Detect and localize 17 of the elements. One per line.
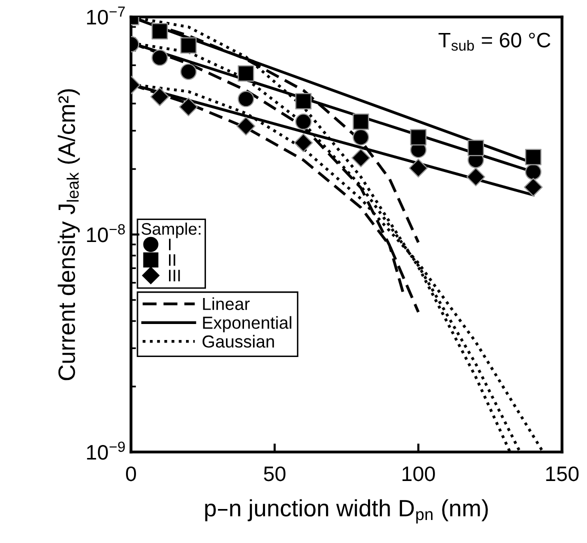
x-tick-label: 0 [126, 466, 136, 482]
legend-label: Exponential [203, 316, 292, 332]
legend-label: Gaussian [202, 334, 274, 348]
y-tick-label: 10$^{−9}$ [87, 442, 125, 460]
x-tick-label: 50 [264, 466, 286, 482]
y-tick-label: 10$^{−8}$ [87, 224, 125, 242]
x-tick-label: 100 [402, 466, 435, 482]
legend-label: I [169, 238, 171, 250]
y-tick-label: 10$^{−7}$ [87, 6, 125, 25]
y-axis-title: Current density J$_{leak}$ (A/cm²) [58, 89, 80, 380]
x-tick-label: 150 [546, 466, 579, 482]
legend-label: Linear [203, 297, 250, 310]
legend-title: Sample: [142, 222, 200, 238]
x-axis-title: p–n junction width D$_{pn}$ (nm) [205, 499, 488, 524]
legend-label: III [169, 270, 180, 282]
annotation: T$_{sub}$ = 60 °C [438, 32, 550, 51]
legend-label: II [169, 254, 176, 266]
